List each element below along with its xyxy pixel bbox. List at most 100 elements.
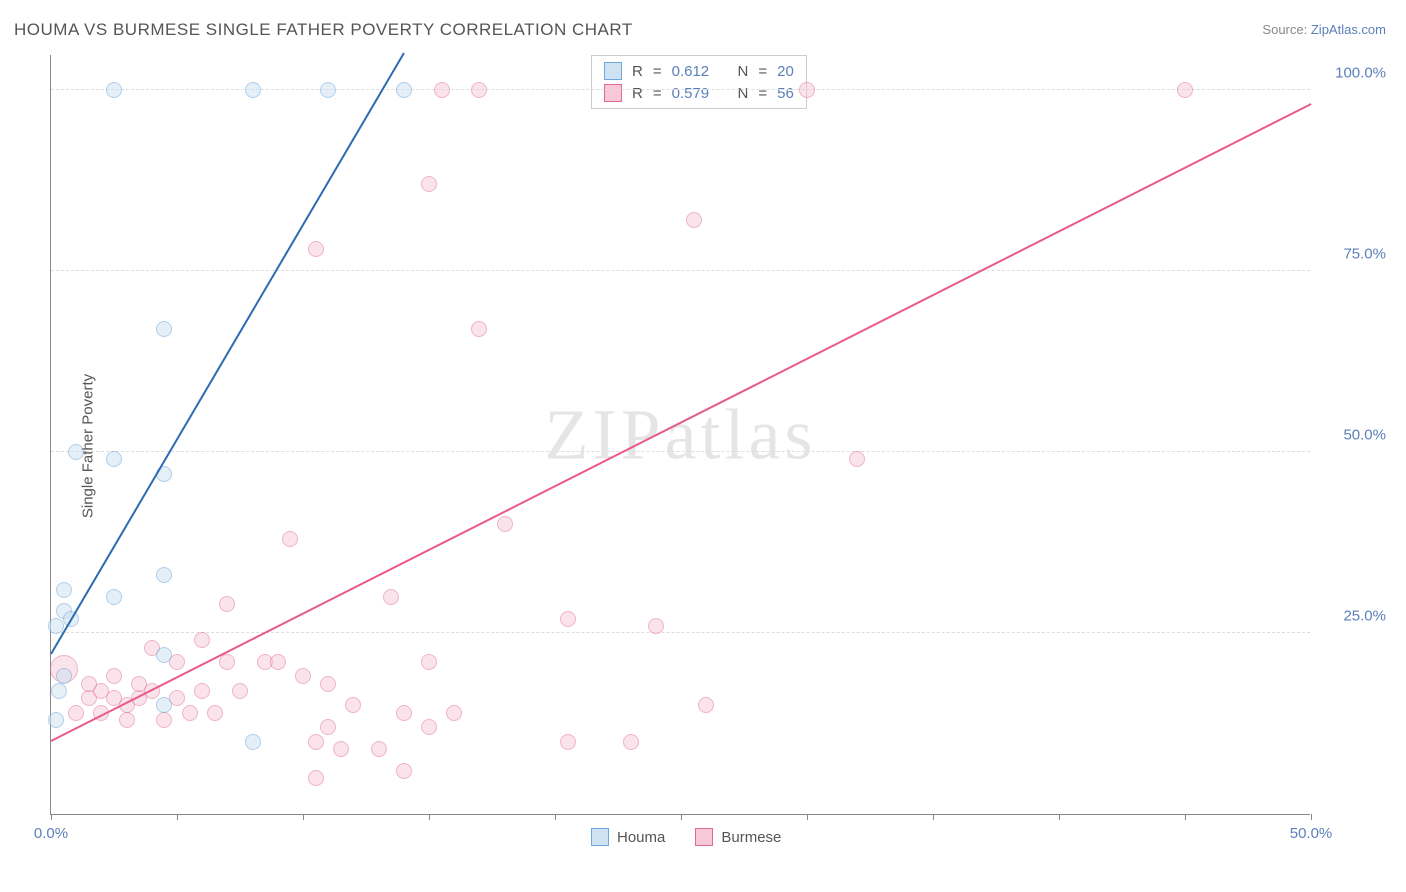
burmese-point — [560, 734, 576, 750]
burmese-point — [434, 82, 450, 98]
burmese-point — [119, 712, 135, 728]
houma-r-value: 0.612 — [672, 63, 710, 80]
burmese-swatch-icon — [604, 84, 622, 102]
houma-point — [245, 734, 261, 750]
houma-n-value: 20 — [777, 63, 794, 80]
houma-point — [320, 82, 336, 98]
burmese-point — [471, 82, 487, 98]
burmese-point — [219, 654, 235, 670]
burmese-point — [421, 654, 437, 670]
burmese-point — [333, 741, 349, 757]
burmese-point — [308, 770, 324, 786]
ytick-label: 50.0% — [1316, 427, 1386, 444]
eq-label: = — [653, 63, 662, 80]
legend: Houma Burmese — [591, 828, 781, 846]
burmese-point — [471, 321, 487, 337]
houma-point — [48, 712, 64, 728]
xtick — [681, 814, 682, 820]
burmese-point — [560, 611, 576, 627]
burmese-point — [1177, 82, 1193, 98]
burmese-point — [232, 683, 248, 699]
burmese-point — [219, 596, 235, 612]
burmese-point — [106, 668, 122, 684]
burmese-point — [686, 212, 702, 228]
burmese-point — [421, 719, 437, 735]
burmese-point — [81, 676, 97, 692]
burmese-point — [345, 697, 361, 713]
burmese-point — [396, 705, 412, 721]
eq-label: = — [758, 63, 767, 80]
legend-label-houma: Houma — [617, 829, 665, 846]
burmese-point — [698, 697, 714, 713]
xtick — [1059, 814, 1060, 820]
chart-container: HOUMA VS BURMESE SINGLE FATHER POVERTY C… — [0, 0, 1406, 892]
source-label: Source: — [1262, 22, 1307, 37]
houma-point — [156, 321, 172, 337]
xtick — [807, 814, 808, 820]
houma-trendline — [50, 53, 405, 655]
gridline — [51, 632, 1310, 633]
xtick-label: 50.0% — [1290, 825, 1333, 842]
ytick-label: 100.0% — [1316, 65, 1386, 82]
gridline — [51, 451, 1310, 452]
n-label: N — [738, 85, 749, 102]
xtick — [933, 814, 934, 820]
xtick — [177, 814, 178, 820]
houma-point — [51, 683, 67, 699]
xtick — [1311, 814, 1312, 820]
burmese-point — [383, 589, 399, 605]
houma-point — [396, 82, 412, 98]
houma-point — [156, 697, 172, 713]
legend-item-houma: Houma — [591, 828, 665, 846]
houma-point — [106, 589, 122, 605]
houma-point — [245, 82, 261, 98]
burmese-point — [131, 676, 147, 692]
burmese-swatch-icon — [695, 828, 713, 846]
plot-area: ZIPatlas R = 0.612 N = 20 R = 0.579 N = — [50, 55, 1310, 815]
xtick — [1185, 814, 1186, 820]
stats-row-burmese: R = 0.579 N = 56 — [604, 82, 794, 104]
burmese-point — [282, 531, 298, 547]
chart-title: HOUMA VS BURMESE SINGLE FATHER POVERTY C… — [14, 20, 633, 40]
burmese-point — [799, 82, 815, 98]
burmese-point — [497, 516, 513, 532]
burmese-point — [295, 668, 311, 684]
gridline — [51, 270, 1310, 271]
burmese-point — [371, 741, 387, 757]
legend-item-burmese: Burmese — [695, 828, 781, 846]
burmese-point — [396, 763, 412, 779]
burmese-point — [308, 241, 324, 257]
burmese-point — [308, 734, 324, 750]
burmese-point — [68, 705, 84, 721]
burmese-point — [194, 683, 210, 699]
burmese-point — [182, 705, 198, 721]
houma-swatch-icon — [604, 62, 622, 80]
burmese-point — [446, 705, 462, 721]
eq-label: = — [653, 85, 662, 102]
burmese-point — [270, 654, 286, 670]
watermark: ZIPatlas — [545, 393, 817, 476]
burmese-point — [156, 712, 172, 728]
xtick — [429, 814, 430, 820]
xtick — [51, 814, 52, 820]
burmese-point — [320, 676, 336, 692]
burmese-point — [320, 719, 336, 735]
xtick — [555, 814, 556, 820]
houma-point — [56, 582, 72, 598]
xtick — [303, 814, 304, 820]
burmese-point — [648, 618, 664, 634]
eq-label: = — [758, 85, 767, 102]
r-label: R — [632, 63, 643, 80]
houma-point — [156, 647, 172, 663]
burmese-n-value: 56 — [777, 85, 794, 102]
houma-point — [106, 82, 122, 98]
stats-row-houma: R = 0.612 N = 20 — [604, 60, 794, 82]
burmese-point — [207, 705, 223, 721]
source-link[interactable]: ZipAtlas.com — [1311, 22, 1386, 37]
legend-label-burmese: Burmese — [721, 829, 781, 846]
ytick-label: 25.0% — [1316, 608, 1386, 625]
houma-point — [68, 444, 84, 460]
burmese-point — [849, 451, 865, 467]
houma-point — [156, 567, 172, 583]
burmese-point — [623, 734, 639, 750]
